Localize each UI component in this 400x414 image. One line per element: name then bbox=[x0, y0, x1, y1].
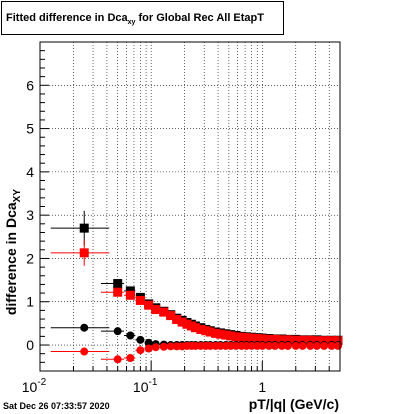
data-point bbox=[247, 333, 257, 343]
data-point bbox=[79, 248, 89, 258]
data-point bbox=[320, 341, 329, 350]
grid-lines bbox=[40, 42, 341, 371]
data-point bbox=[191, 341, 200, 350]
data-point bbox=[265, 341, 274, 350]
data-point bbox=[113, 327, 122, 336]
data-point bbox=[231, 332, 241, 342]
data-point bbox=[166, 311, 176, 321]
data-point bbox=[226, 331, 236, 341]
data-point bbox=[319, 336, 329, 346]
y-tick-label: 0 bbox=[26, 337, 34, 353]
x-axis-label: pT/|q| (GeV/c) bbox=[249, 396, 339, 412]
x-tick-label: 10-1 bbox=[133, 377, 158, 395]
data-point bbox=[312, 336, 322, 346]
axes: 0 1 2 3 4 5 6 10-2 10-1 1 bbox=[22, 50, 341, 395]
data-point bbox=[247, 341, 256, 350]
data-point bbox=[159, 342, 168, 351]
data-point bbox=[252, 334, 262, 344]
data-point bbox=[159, 307, 169, 317]
data-point bbox=[305, 335, 315, 345]
x-tick-label: 1 bbox=[258, 379, 266, 395]
data-point bbox=[241, 333, 251, 343]
data-point bbox=[113, 287, 123, 297]
x-tick-label: 10-2 bbox=[22, 377, 47, 395]
data-point bbox=[333, 336, 343, 346]
data-point bbox=[298, 335, 308, 345]
data-point bbox=[334, 341, 343, 350]
data-point bbox=[126, 354, 135, 363]
data-point bbox=[291, 341, 300, 350]
data-point bbox=[80, 347, 89, 356]
data-point bbox=[80, 323, 89, 332]
data-point bbox=[327, 336, 337, 346]
data-point bbox=[270, 341, 279, 350]
chart-title-sub: xy bbox=[127, 19, 136, 26]
data-point bbox=[215, 329, 225, 339]
data-point bbox=[172, 314, 182, 324]
y-axis-label-main: difference in Dca bbox=[3, 202, 19, 315]
title-box: Fitted difference in Dcaxy for Global Re… bbox=[1, 1, 284, 35]
data-point bbox=[177, 317, 187, 327]
y-axis-label-sub: XY bbox=[12, 189, 23, 203]
data-point bbox=[221, 330, 231, 340]
data-point bbox=[151, 305, 161, 315]
data-point bbox=[277, 341, 286, 350]
data-point bbox=[190, 323, 200, 333]
data-point bbox=[270, 334, 280, 344]
data-point bbox=[144, 300, 154, 310]
data-point bbox=[211, 328, 221, 338]
y-tick-label: 3 bbox=[26, 207, 34, 223]
data-point bbox=[232, 341, 241, 350]
timestamp: Sat Dec 26 07:33:57 2020 bbox=[3, 401, 110, 411]
data-point bbox=[196, 324, 206, 334]
y-tick-label: 1 bbox=[26, 294, 34, 310]
series-3 bbox=[50, 341, 343, 364]
data-point bbox=[144, 338, 153, 347]
data-point bbox=[291, 335, 301, 345]
data-point bbox=[312, 341, 321, 350]
data-point bbox=[258, 341, 267, 350]
y-axis-label: difference in DcaXY bbox=[3, 189, 23, 315]
data-point bbox=[113, 279, 123, 289]
data-point bbox=[166, 342, 175, 351]
data-point bbox=[113, 355, 122, 364]
data-point bbox=[79, 223, 89, 233]
data-point bbox=[151, 343, 160, 352]
data-point bbox=[144, 344, 153, 353]
data-point bbox=[283, 341, 292, 350]
data-point bbox=[264, 334, 274, 344]
data-point bbox=[257, 334, 267, 344]
y-tick-label: 5 bbox=[26, 121, 34, 137]
chart-title-rest: for Global Rec All EtapT bbox=[135, 12, 264, 24]
data-point bbox=[135, 295, 145, 305]
series-1 bbox=[50, 239, 343, 346]
data-point bbox=[136, 335, 145, 344]
data-point bbox=[306, 341, 315, 350]
data-point bbox=[205, 327, 215, 337]
y-tick-label: 2 bbox=[26, 250, 34, 266]
svg-text:difference in DcaXY: difference in DcaXY bbox=[3, 189, 23, 315]
data-point bbox=[298, 341, 307, 350]
data-series bbox=[50, 210, 343, 364]
y-tick-label: 4 bbox=[26, 164, 34, 180]
y-tick-label: 6 bbox=[26, 77, 34, 93]
chart-title: Fitted difference in Dcaxy for Global Re… bbox=[6, 12, 264, 26]
data-point bbox=[237, 332, 247, 342]
data-point bbox=[125, 290, 135, 300]
data-point bbox=[277, 335, 287, 345]
data-point bbox=[327, 341, 336, 350]
chart-title-main: Fitted difference in Dca bbox=[6, 12, 128, 24]
data-point bbox=[283, 335, 293, 345]
data-point bbox=[126, 331, 135, 340]
data-point bbox=[136, 346, 145, 355]
